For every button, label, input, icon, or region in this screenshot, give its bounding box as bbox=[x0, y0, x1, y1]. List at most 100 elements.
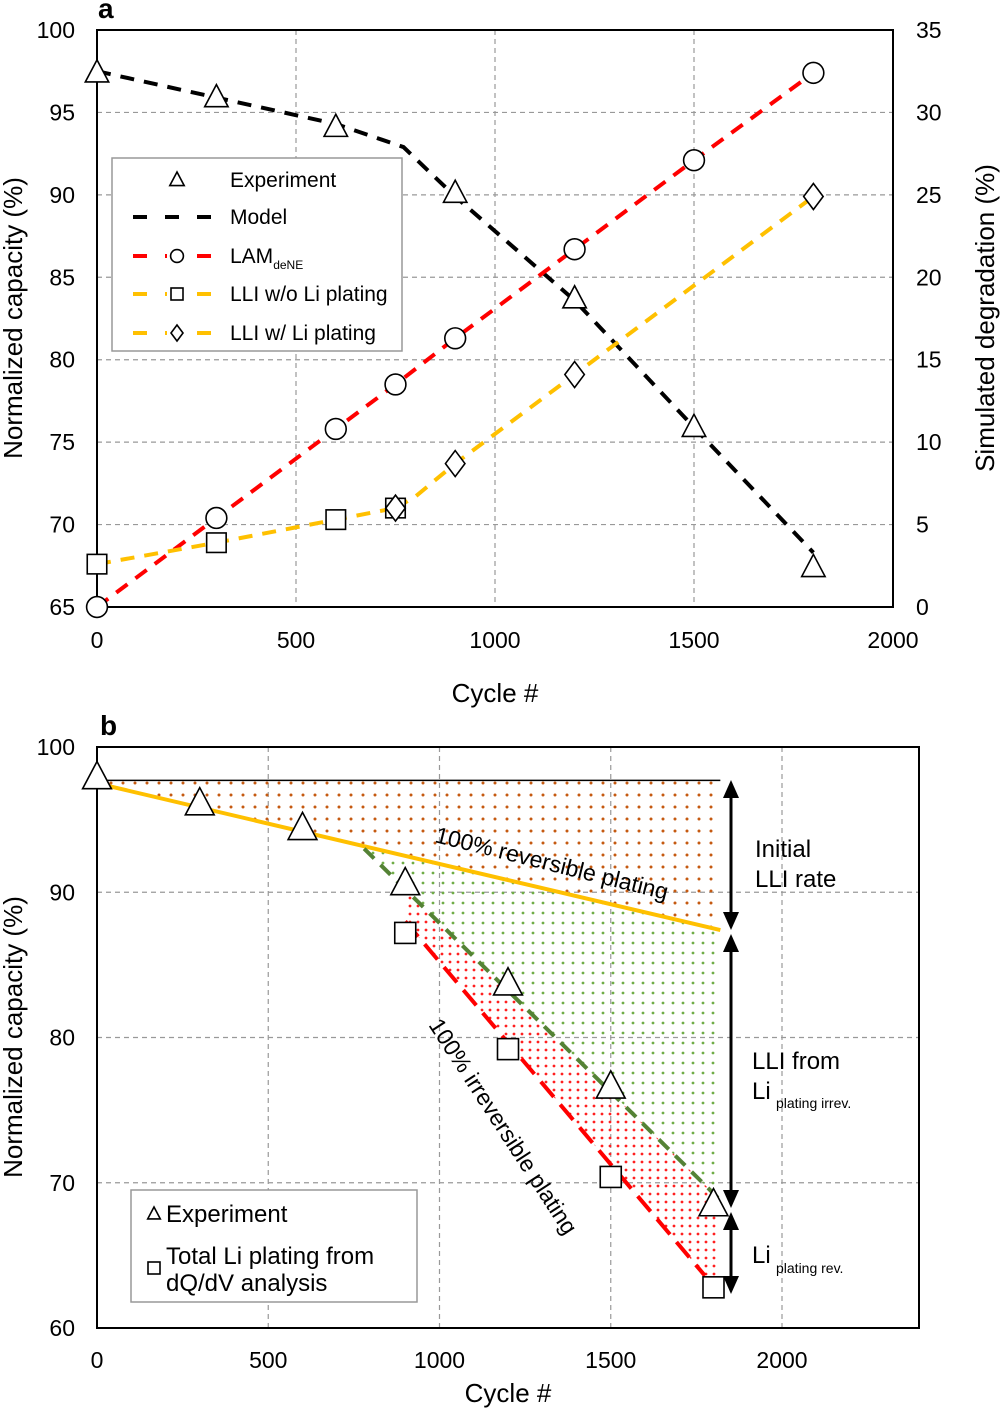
legend-label: LAMdeNE bbox=[230, 245, 303, 272]
legend-label-experiment: Experiment bbox=[166, 1201, 288, 1228]
data-point-triangle bbox=[595, 1069, 627, 1099]
data-point-square bbox=[702, 1276, 725, 1299]
data-point-triangle bbox=[389, 865, 421, 896]
plot-frame bbox=[96, 746, 920, 1329]
data-point-square bbox=[86, 553, 108, 575]
initial-lli-arrow-head-up bbox=[723, 780, 739, 798]
panel-b: b 0 500 1000 1500 2000 60 70 80 90 100 Cycle # Norma… bbox=[0, 710, 920, 1408]
data-point-square bbox=[393, 921, 417, 945]
annotation-irrev-1: LLI from bbox=[752, 1048, 840, 1075]
data-point-circle bbox=[444, 327, 467, 350]
x-tick-label: 1000 bbox=[414, 1347, 465, 1373]
data-point-square bbox=[205, 532, 227, 554]
x-axis-title: Cycle # bbox=[452, 678, 539, 708]
data-point-triangle bbox=[286, 810, 319, 841]
y2-tick-label: 15 bbox=[916, 347, 942, 373]
y-tick-label: 70 bbox=[49, 512, 75, 538]
plot-frame bbox=[96, 29, 894, 608]
legend-label: Experiment bbox=[230, 169, 336, 192]
legend-label-text: LLI w/o Li plating bbox=[230, 283, 388, 306]
y2-tick-label: 25 bbox=[916, 182, 942, 208]
y-tick-label: 80 bbox=[49, 1025, 75, 1051]
legend-marker-circle bbox=[169, 248, 185, 264]
region-reversible-li-plating bbox=[405, 889, 721, 1282]
data-point-circle bbox=[205, 506, 228, 530]
series-line-2 bbox=[95, 71, 815, 609]
y-tick-label: 70 bbox=[49, 1170, 75, 1196]
y2-tick-label: 0 bbox=[916, 594, 929, 620]
data-point-triangle bbox=[680, 412, 708, 438]
data-point-circle bbox=[324, 417, 347, 441]
data-point-square bbox=[325, 509, 347, 531]
legend-label-sub: deNE bbox=[273, 258, 303, 272]
y2-tick-label: 35 bbox=[916, 17, 942, 43]
data-point-circle bbox=[85, 595, 109, 619]
legend-label-plating-2: dQ/dV analysis bbox=[166, 1270, 327, 1297]
data-point-square bbox=[496, 1037, 520, 1061]
annotation-initial-1: Initial bbox=[755, 836, 811, 863]
x-tick-label: 0 bbox=[91, 1347, 104, 1373]
data-point-diamond bbox=[563, 360, 586, 389]
legend-marker-diamond bbox=[170, 323, 184, 343]
y-axis-title: Normalized capacity (%) bbox=[0, 177, 28, 459]
data-point-triangle bbox=[203, 82, 230, 108]
y-tick-label: 100 bbox=[37, 734, 75, 760]
annotation-rev-sub: plating rev. bbox=[776, 1260, 843, 1276]
legend-label: LLI w/o Li plating bbox=[230, 283, 388, 306]
data-point-triangle bbox=[184, 785, 216, 816]
irrev-plating-arrow-head-down bbox=[723, 1190, 739, 1208]
y-tick-label: 60 bbox=[49, 1315, 75, 1341]
rev-plating-arrow-head-down bbox=[723, 1276, 739, 1294]
legend-label-text: Experiment bbox=[230, 169, 336, 192]
x-axis-title: Cycle # bbox=[465, 1378, 552, 1408]
y-axis-title: Normalized capacity (%) bbox=[0, 896, 28, 1178]
x-tick-label: 0 bbox=[91, 627, 104, 653]
annotation-rev-main: Li bbox=[752, 1242, 771, 1269]
y2-tick-label: 20 bbox=[916, 264, 942, 290]
y2-tick-label: 5 bbox=[916, 512, 929, 538]
initial-lli-arrow-head-down bbox=[723, 912, 739, 930]
legend-marker-square bbox=[147, 1261, 161, 1275]
y-tick-label: 90 bbox=[49, 182, 75, 208]
series-line-4 bbox=[394, 194, 815, 510]
x-tick-label: 1500 bbox=[585, 1347, 636, 1373]
data-point-triangle bbox=[442, 178, 469, 204]
rev-plating-arrow-head-up bbox=[723, 1212, 739, 1230]
irreversible-plating-line bbox=[403, 920, 707, 1278]
y-tick-label: 85 bbox=[49, 264, 75, 290]
irrev-plating-arrow-head-up bbox=[723, 934, 739, 952]
y-tick-label: 100 bbox=[37, 17, 75, 43]
data-point-triangle bbox=[322, 112, 349, 138]
legend-marker-triangle bbox=[146, 1205, 162, 1220]
data-point-triangle bbox=[81, 759, 113, 790]
y-tick-label: 80 bbox=[49, 347, 75, 373]
data-point-square bbox=[599, 1165, 623, 1189]
legend-label: Model bbox=[230, 206, 287, 229]
annotation-initial-2: LLI rate bbox=[755, 866, 836, 893]
panel-label: a bbox=[98, 0, 114, 24]
data-point-circle bbox=[802, 61, 825, 85]
data-point-triangle bbox=[800, 552, 827, 578]
data-point-circle bbox=[682, 149, 706, 172]
data-point-diamond bbox=[384, 493, 407, 523]
y2-axis-title: Simulated degradation (%) bbox=[970, 164, 1000, 472]
legend-marker-square bbox=[170, 287, 184, 301]
panel-label: b bbox=[100, 710, 117, 741]
model-fit-line bbox=[362, 847, 722, 1202]
y2-tick-label: 10 bbox=[916, 429, 942, 455]
legend-marker-triangle bbox=[168, 170, 186, 187]
data-point-triangle bbox=[83, 58, 111, 83]
data-point-diamond bbox=[444, 449, 466, 478]
legend-label: LLI w/ Li plating bbox=[230, 322, 376, 345]
legend: Experiment Model LAMdeNE LLI w/o Li plating… bbox=[111, 157, 403, 352]
data-point-circle bbox=[563, 238, 586, 261]
y2-tick-label: 30 bbox=[916, 99, 942, 125]
x-tick-label: 1500 bbox=[668, 627, 719, 653]
legend-label-text: Model bbox=[230, 206, 287, 229]
x-tick-label: 2000 bbox=[867, 627, 918, 653]
x-tick-label: 500 bbox=[249, 1347, 287, 1373]
annotation-irrev-sub: plating irrev. bbox=[776, 1095, 851, 1111]
legend-box bbox=[111, 157, 403, 352]
y-tick-label: 75 bbox=[49, 429, 75, 455]
